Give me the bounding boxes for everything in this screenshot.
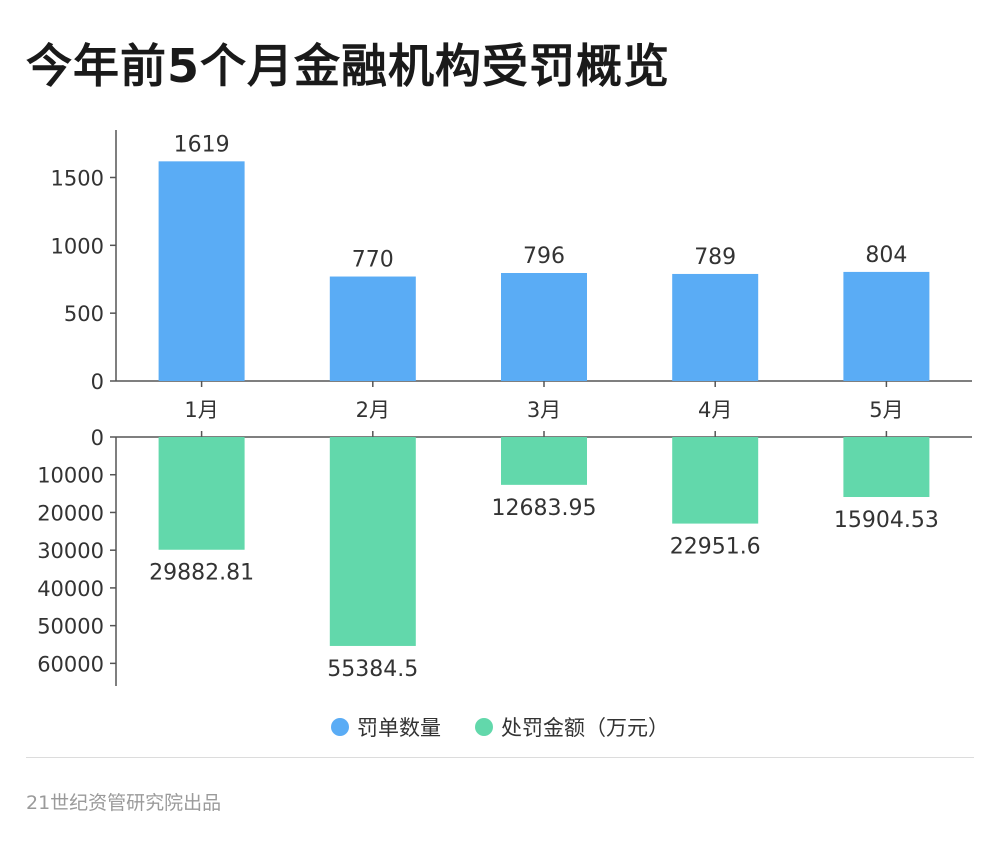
- legend-label-count: 罚单数量: [357, 716, 441, 740]
- bottom-y-tick-label: 60000: [37, 652, 104, 676]
- legend-item-count[interactable]: 罚单数量: [331, 712, 441, 742]
- bottom-y-tick-label: 10000: [37, 464, 104, 488]
- count-value-label: 804: [865, 243, 907, 268]
- category-label: 3月: [527, 398, 561, 422]
- bottom-y-tick-label: 20000: [37, 501, 104, 525]
- chart-area: 0 500 1000 1500 1619 770 796 789 804 0 10000 20000…: [37, 130, 972, 686]
- bottom-y-tick-label: 40000: [37, 577, 104, 601]
- category-label: 5月: [869, 398, 903, 422]
- amount-value-label: 22951.6: [670, 535, 761, 560]
- top-y-tick-label: 500: [64, 302, 104, 326]
- bottom-y-tick-label: 30000: [37, 539, 104, 563]
- count-bar: [329, 276, 416, 381]
- top-y-tick-label: 1500: [51, 166, 104, 190]
- legend-dot-amount: [475, 718, 493, 736]
- amount-bar: [158, 437, 245, 550]
- count-bar: [672, 273, 759, 381]
- legend-item-amount[interactable]: 处罚金额（万元）: [475, 712, 669, 742]
- category-labels: 1月 2月 3月 4月 5月: [184, 381, 904, 437]
- count-bar: [843, 271, 930, 381]
- footer-divider: [26, 757, 974, 758]
- count-bar: [501, 273, 587, 381]
- count-value-label: 789: [694, 245, 736, 270]
- amount-bar: [501, 437, 587, 485]
- count-value-label: 1619: [174, 132, 230, 157]
- amount-bar: [843, 437, 930, 498]
- category-label: 4月: [698, 398, 732, 422]
- bottom-panel: 0 10000 20000 30000 40000 50000 60000 29882.81 5…: [37, 426, 972, 686]
- amount-value-label: 29882.81: [149, 561, 254, 586]
- amount-value-label: 12683.95: [492, 496, 597, 521]
- top-y-tick-label: 0: [91, 370, 104, 394]
- count-bar: [158, 161, 245, 381]
- category-label: 2月: [356, 398, 390, 422]
- legend-label-amount: 处罚金额（万元）: [501, 716, 669, 740]
- amount-bar: [329, 437, 416, 646]
- amount-value-label: 55384.5: [327, 657, 418, 682]
- count-value-label: 770: [352, 248, 394, 273]
- count-value-label: 796: [523, 244, 565, 269]
- category-label: 1月: [184, 398, 218, 422]
- top-panel: 0 500 1000 1500 1619 770 796 789 804: [51, 130, 972, 394]
- chart-title: 今年前5个月金融机构受罚概览: [26, 39, 671, 93]
- bottom-y-tick-label: 50000: [37, 615, 104, 639]
- amount-bar: [672, 437, 759, 524]
- source-credit: 21世纪资管研究院出品: [26, 792, 222, 814]
- top-y-tick-label: 1000: [51, 234, 104, 258]
- amount-value-label: 15904.53: [834, 508, 939, 533]
- bottom-y-tick-label: 0: [91, 426, 104, 450]
- legend: 罚单数量 处罚金额（万元）: [0, 712, 1000, 742]
- legend-dot-count: [331, 718, 349, 736]
